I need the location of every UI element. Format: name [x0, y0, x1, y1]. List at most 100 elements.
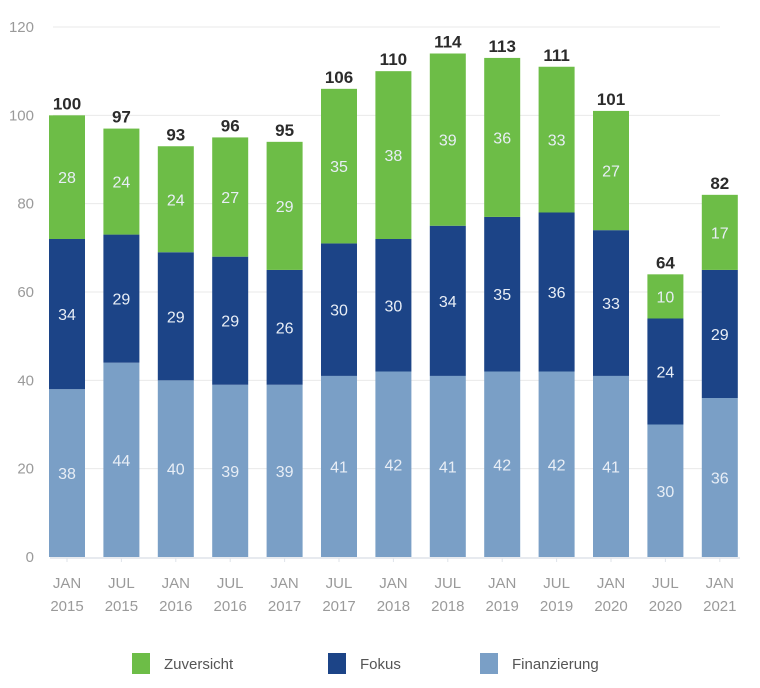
bar-segment-zuversicht	[538, 66, 575, 213]
segment-value-label: 38	[385, 148, 403, 165]
segment-value-label: 26	[276, 320, 294, 337]
total-label: 93	[166, 125, 185, 144]
y-tick-label: 100	[9, 107, 34, 124]
total-label: 95	[275, 121, 294, 140]
bar-stack: 42 30 38 110	[375, 50, 412, 557]
segment-value-label: 29	[221, 314, 239, 331]
segment-value-label: 27	[602, 164, 620, 181]
segment-value-label: 44	[113, 453, 131, 470]
segment-value-label: 29	[276, 199, 294, 216]
segment-value-label: 24	[657, 365, 675, 382]
x-tick-label-month: JAN	[488, 575, 516, 592]
segment-value-label: 42	[385, 457, 403, 474]
segment-value-label: 24	[167, 192, 185, 209]
x-tick-label-month: JUL	[652, 575, 679, 592]
segment-value-label: 29	[711, 327, 729, 344]
bar-segment-finanzierung	[701, 398, 738, 557]
bar-segment-fokus	[212, 256, 249, 385]
segment-value-label: 39	[439, 133, 457, 150]
x-tick-label-month: JUL	[543, 575, 570, 592]
x-tick-label-month: JAN	[270, 575, 298, 592]
x-tick-label-month: JAN	[53, 575, 81, 592]
segment-value-label: 41	[439, 459, 457, 476]
bar-segment-zuversicht	[49, 115, 85, 239]
total-label: 113	[488, 37, 515, 56]
bar-segment-zuversicht	[429, 53, 466, 226]
bar-segment-finanzierung	[484, 371, 521, 557]
legend-label: Zuversicht	[164, 656, 234, 673]
x-tick-label-month: JAN	[379, 575, 407, 592]
total-label: 101	[597, 90, 625, 109]
y-tick-label: 40	[17, 372, 34, 389]
segment-value-label: 39	[221, 464, 239, 481]
x-tick-label-month: JAN	[597, 575, 625, 592]
y-axis: 0 20 40 60 80 100 120	[9, 19, 34, 566]
bar-segment-zuversicht	[157, 146, 194, 253]
y-tick-label: 0	[26, 549, 34, 566]
legend-swatch	[480, 653, 498, 674]
bar-stack: 30 24 10 64	[647, 253, 684, 557]
segment-value-label: 41	[330, 459, 348, 476]
segment-value-label: 30	[657, 484, 675, 501]
bar-stack: 40 29 24 93	[157, 125, 194, 557]
bar-segment-fokus	[429, 225, 466, 376]
x-tick-label-year: 2017	[268, 598, 301, 615]
segment-value-label: 33	[602, 296, 620, 313]
segment-value-label: 36	[711, 471, 729, 488]
x-tick-label-year: 2017	[322, 598, 355, 615]
bar-segment-finanzierung	[49, 389, 85, 557]
bar-segment-fokus	[593, 230, 629, 376]
x-tick-label-month: JUL	[434, 575, 461, 592]
x-tick-label-month: JAN	[706, 575, 734, 592]
segment-value-label: 41	[602, 459, 620, 476]
total-label: 96	[221, 116, 240, 135]
segment-value-label: 33	[548, 133, 566, 150]
x-tick-label-year: 2015	[105, 598, 138, 615]
bar-segment-finanzierung	[538, 371, 575, 557]
segment-value-label: 34	[58, 307, 76, 324]
bar-segment-fokus	[375, 239, 412, 372]
segment-value-label: 42	[493, 457, 511, 474]
bar-segment-fokus	[266, 269, 303, 385]
x-tick-label-year: 2020	[649, 598, 682, 615]
bar-segment-finanzierung	[321, 375, 357, 557]
segment-value-label: 39	[276, 464, 294, 481]
segment-value-label: 10	[657, 289, 675, 306]
segment-value-label: 30	[385, 298, 403, 315]
bar-stack: 36 29 17 82	[701, 174, 738, 557]
segment-value-label: 27	[221, 190, 239, 207]
segment-value-label: 42	[548, 457, 566, 474]
segment-value-label: 38	[58, 466, 76, 483]
bar-segment-fokus	[103, 234, 140, 363]
bar-segment-fokus	[484, 216, 521, 372]
bar-segment-zuversicht	[484, 57, 521, 217]
bars: 38 34 28 100 44 29 24 97 40 29 24 93 39 29 27 96 39 26 29 9…	[49, 33, 738, 557]
total-label: 97	[112, 108, 131, 127]
x-tick-label-month: JUL	[108, 575, 135, 592]
x-tick-label-year: 2018	[377, 598, 410, 615]
bar-segment-finanzierung	[429, 375, 466, 557]
bar-segment-finanzierung	[266, 384, 303, 557]
segment-value-label: 28	[58, 170, 76, 187]
bar-segment-finanzierung	[157, 380, 194, 557]
y-tick-label: 120	[9, 19, 34, 36]
legend-item-zuversicht: Zuversicht	[132, 653, 234, 674]
bar-segment-fokus	[647, 318, 684, 425]
bar-segment-zuversicht	[647, 274, 684, 319]
bar-segment-zuversicht	[701, 194, 738, 270]
segment-value-label: 36	[548, 285, 566, 302]
bar-segment-fokus	[157, 252, 194, 381]
bar-segment-zuversicht	[103, 128, 140, 235]
bar-stack: 41 34 39 114	[429, 33, 466, 557]
bar-stack: 39 29 27 96	[212, 116, 249, 557]
bar-segment-fokus	[49, 239, 85, 390]
x-tick-label-month: JUL	[217, 575, 244, 592]
bar-segment-zuversicht	[321, 88, 357, 244]
x-tick-label-year: 2019	[540, 598, 573, 615]
x-tick-label-month: JAN	[162, 575, 190, 592]
legend-item-fokus: Fokus	[328, 653, 401, 674]
bar-segment-fokus	[538, 212, 575, 372]
total-label: 82	[710, 174, 729, 193]
total-label: 100	[53, 94, 81, 113]
x-tick-label-month: JUL	[326, 575, 353, 592]
